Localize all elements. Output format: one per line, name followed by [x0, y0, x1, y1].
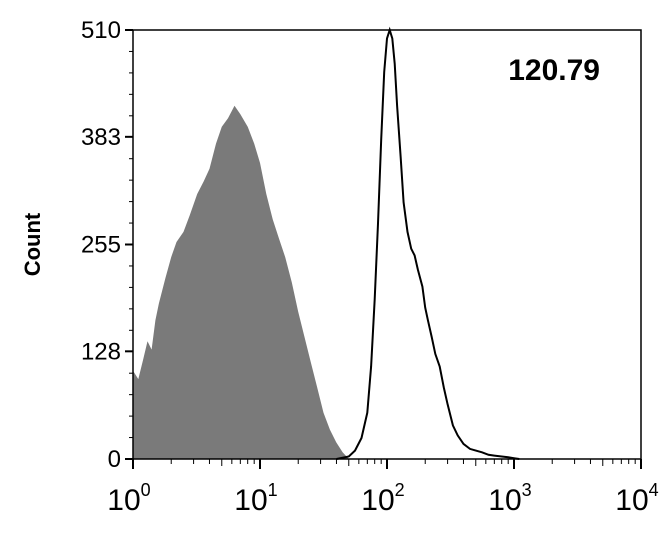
axes-layer	[125, 29, 642, 469]
x-tick-base: 10	[615, 484, 648, 517]
x-tick-label: 100	[107, 480, 150, 517]
filled-histogram-series	[133, 105, 349, 459]
outline-histogram-series	[336, 26, 520, 460]
y-axis-title: Count	[20, 212, 45, 276]
y-tick-label: 255	[81, 232, 121, 259]
y-tick-label: 0	[108, 446, 121, 473]
x-tick-exponent: 4	[649, 480, 659, 500]
x-tick-exponent: 0	[141, 480, 151, 500]
x-tick-exponent: 1	[268, 480, 278, 500]
x-tick-base: 10	[361, 484, 394, 517]
x-tick-exponent: 3	[522, 480, 532, 500]
x-tick-label: 104	[615, 480, 658, 517]
series-layer	[133, 26, 520, 460]
x-tick-base: 10	[488, 484, 521, 517]
x-tick-label: 102	[361, 480, 404, 517]
y-tick-label: 383	[81, 124, 121, 151]
median-value-annotation: 120.79	[508, 54, 600, 87]
x-tick-label: 103	[488, 480, 531, 517]
y-tick-label: 128	[81, 338, 121, 365]
x-tick-base: 10	[107, 484, 140, 517]
x-tick-base: 10	[234, 484, 267, 517]
y-tick-label: 510	[81, 17, 121, 44]
x-tick-label: 101	[234, 480, 277, 517]
x-tick-exponent: 2	[395, 480, 405, 500]
